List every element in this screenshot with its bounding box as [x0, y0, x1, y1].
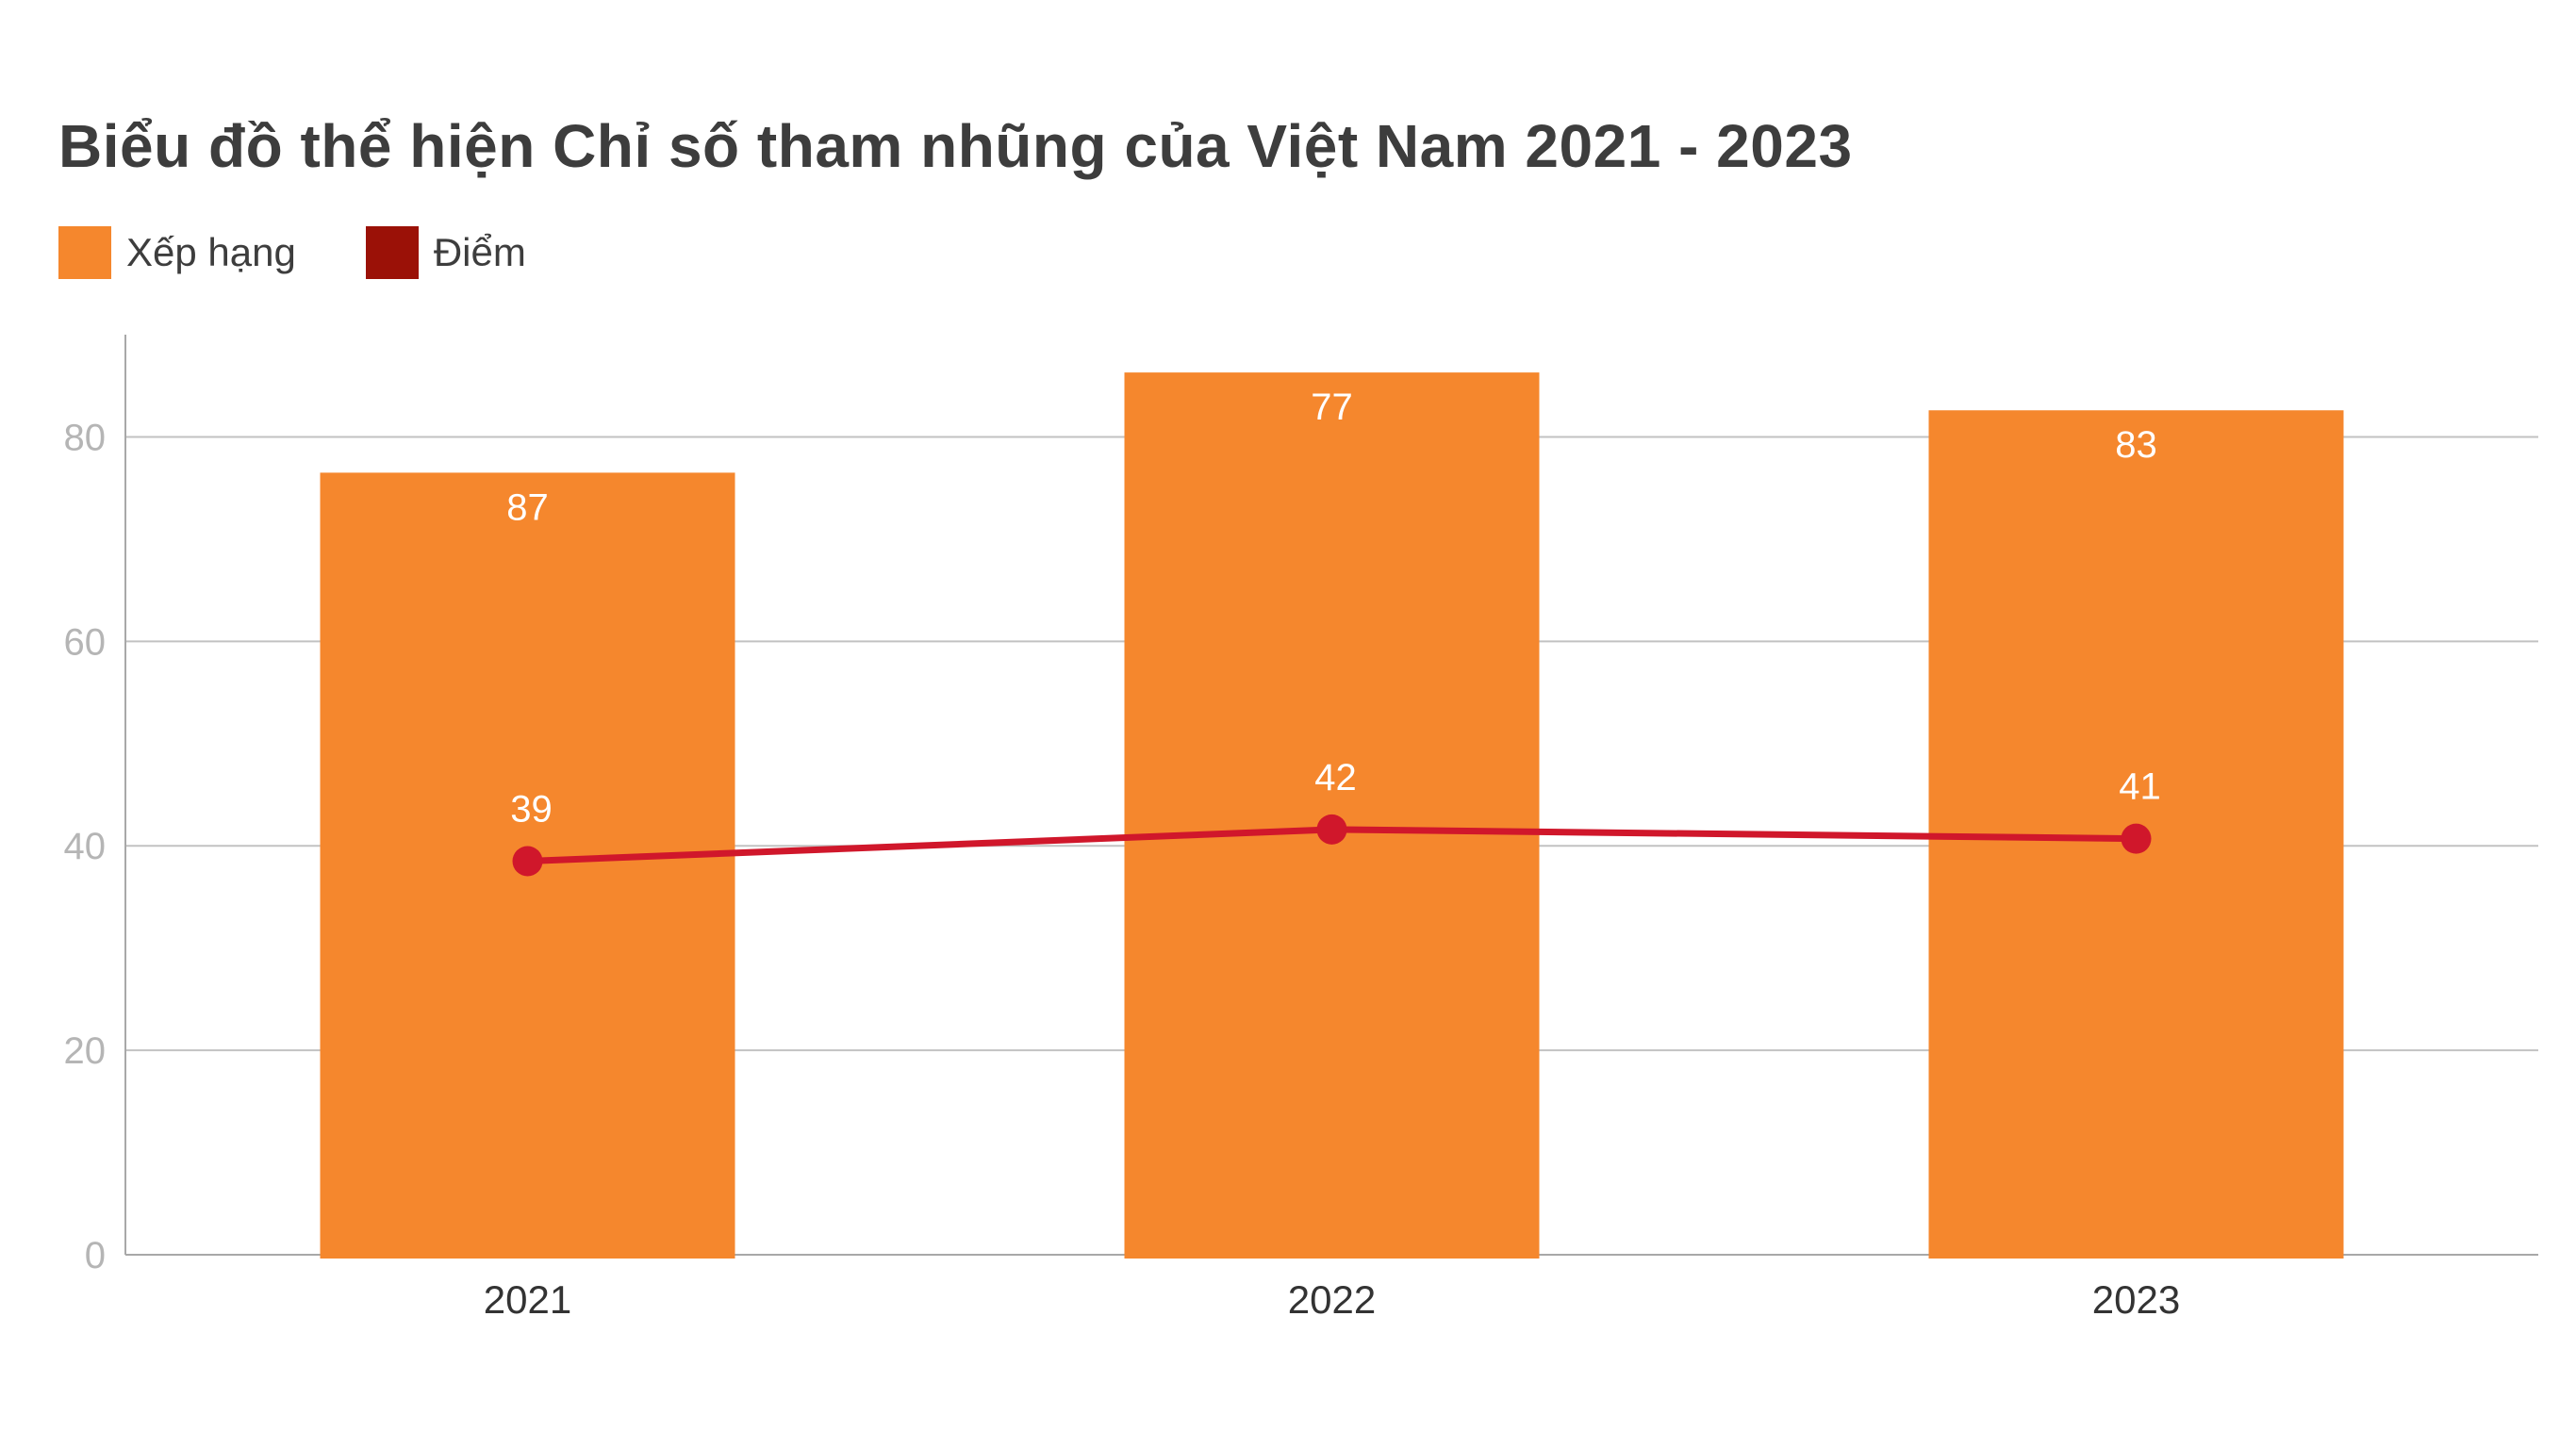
- y-tick-label: 0: [85, 1235, 106, 1276]
- diem-point-2022: [1316, 814, 1347, 845]
- legend-swatch-diem: [365, 226, 419, 279]
- line-data-label: 39: [510, 788, 553, 830]
- x-tick-label: 2021: [484, 1277, 571, 1322]
- legend-swatch-xep-hang: [58, 226, 111, 279]
- bar-data-labels: 87 77 83: [506, 387, 2157, 528]
- y-tick-label: 40: [64, 826, 107, 867]
- diem-point-2021: [512, 846, 543, 877]
- y-tick-label: 80: [64, 417, 107, 458]
- line-data-label: 41: [2119, 766, 2161, 808]
- y-axis: 0 20 40 60 80: [64, 335, 126, 1276]
- y-tick-label: 60: [64, 621, 107, 663]
- legend-item-diem: Điểm: [365, 226, 526, 279]
- x-tick-label: 2023: [2092, 1277, 2180, 1322]
- y-tick-label: 20: [64, 1030, 107, 1072]
- bar-data-label: 87: [506, 486, 549, 528]
- x-tick-label: 2022: [1288, 1277, 1376, 1322]
- x-axis: 2021 2022 2023: [484, 1277, 2180, 1322]
- legend-label-xep-hang: Xếp hạng: [126, 230, 296, 274]
- chart-legend: Xếp hạng Điểm: [58, 226, 596, 279]
- bar-data-label: 77: [1311, 387, 1353, 428]
- legend-label-diem: Điểm: [433, 230, 526, 274]
- line-series: 39 42 41: [510, 757, 2161, 877]
- chart-title: Biểu đồ thể hiện Chỉ số tham nhũng của V…: [58, 112, 1853, 180]
- diem-point-2023: [2121, 823, 2152, 854]
- bar-data-label: 83: [2115, 424, 2157, 466]
- line-data-label: 42: [1314, 757, 1357, 798]
- bar-series: [320, 372, 2344, 1259]
- legend-item-xep-hang: Xếp hạng: [58, 226, 296, 279]
